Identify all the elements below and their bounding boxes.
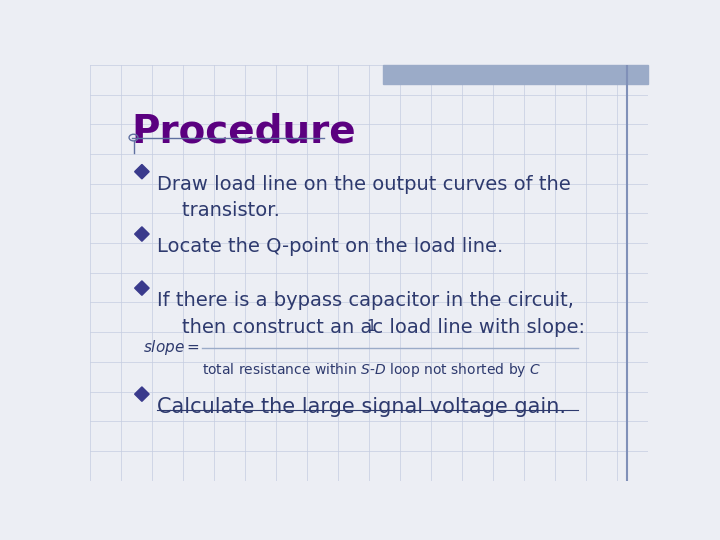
Text: total resistance within $S$-$D$ loop not shorted by $C$: total resistance within $S$-$D$ loop not… [202, 361, 541, 379]
Polygon shape [135, 227, 149, 241]
Polygon shape [135, 387, 149, 401]
Text: Draw load line on the output curves of the
    transistor.: Draw load line on the output curves of t… [157, 175, 571, 220]
Text: Calculate the large signal voltage gain.: Calculate the large signal voltage gain. [157, 397, 566, 417]
Polygon shape [135, 281, 149, 295]
Bar [383, 65, 648, 84]
Text: $slope =$: $slope =$ [143, 338, 199, 357]
Polygon shape [135, 165, 149, 179]
Text: If there is a bypass capacitor in the circuit,
    then construct an ac load lin: If there is a bypass capacitor in the ci… [157, 292, 585, 337]
Text: Locate the Q-point on the load line.: Locate the Q-point on the load line. [157, 238, 503, 256]
Text: Procedure: Procedure [132, 113, 356, 151]
Text: 1: 1 [366, 319, 376, 334]
